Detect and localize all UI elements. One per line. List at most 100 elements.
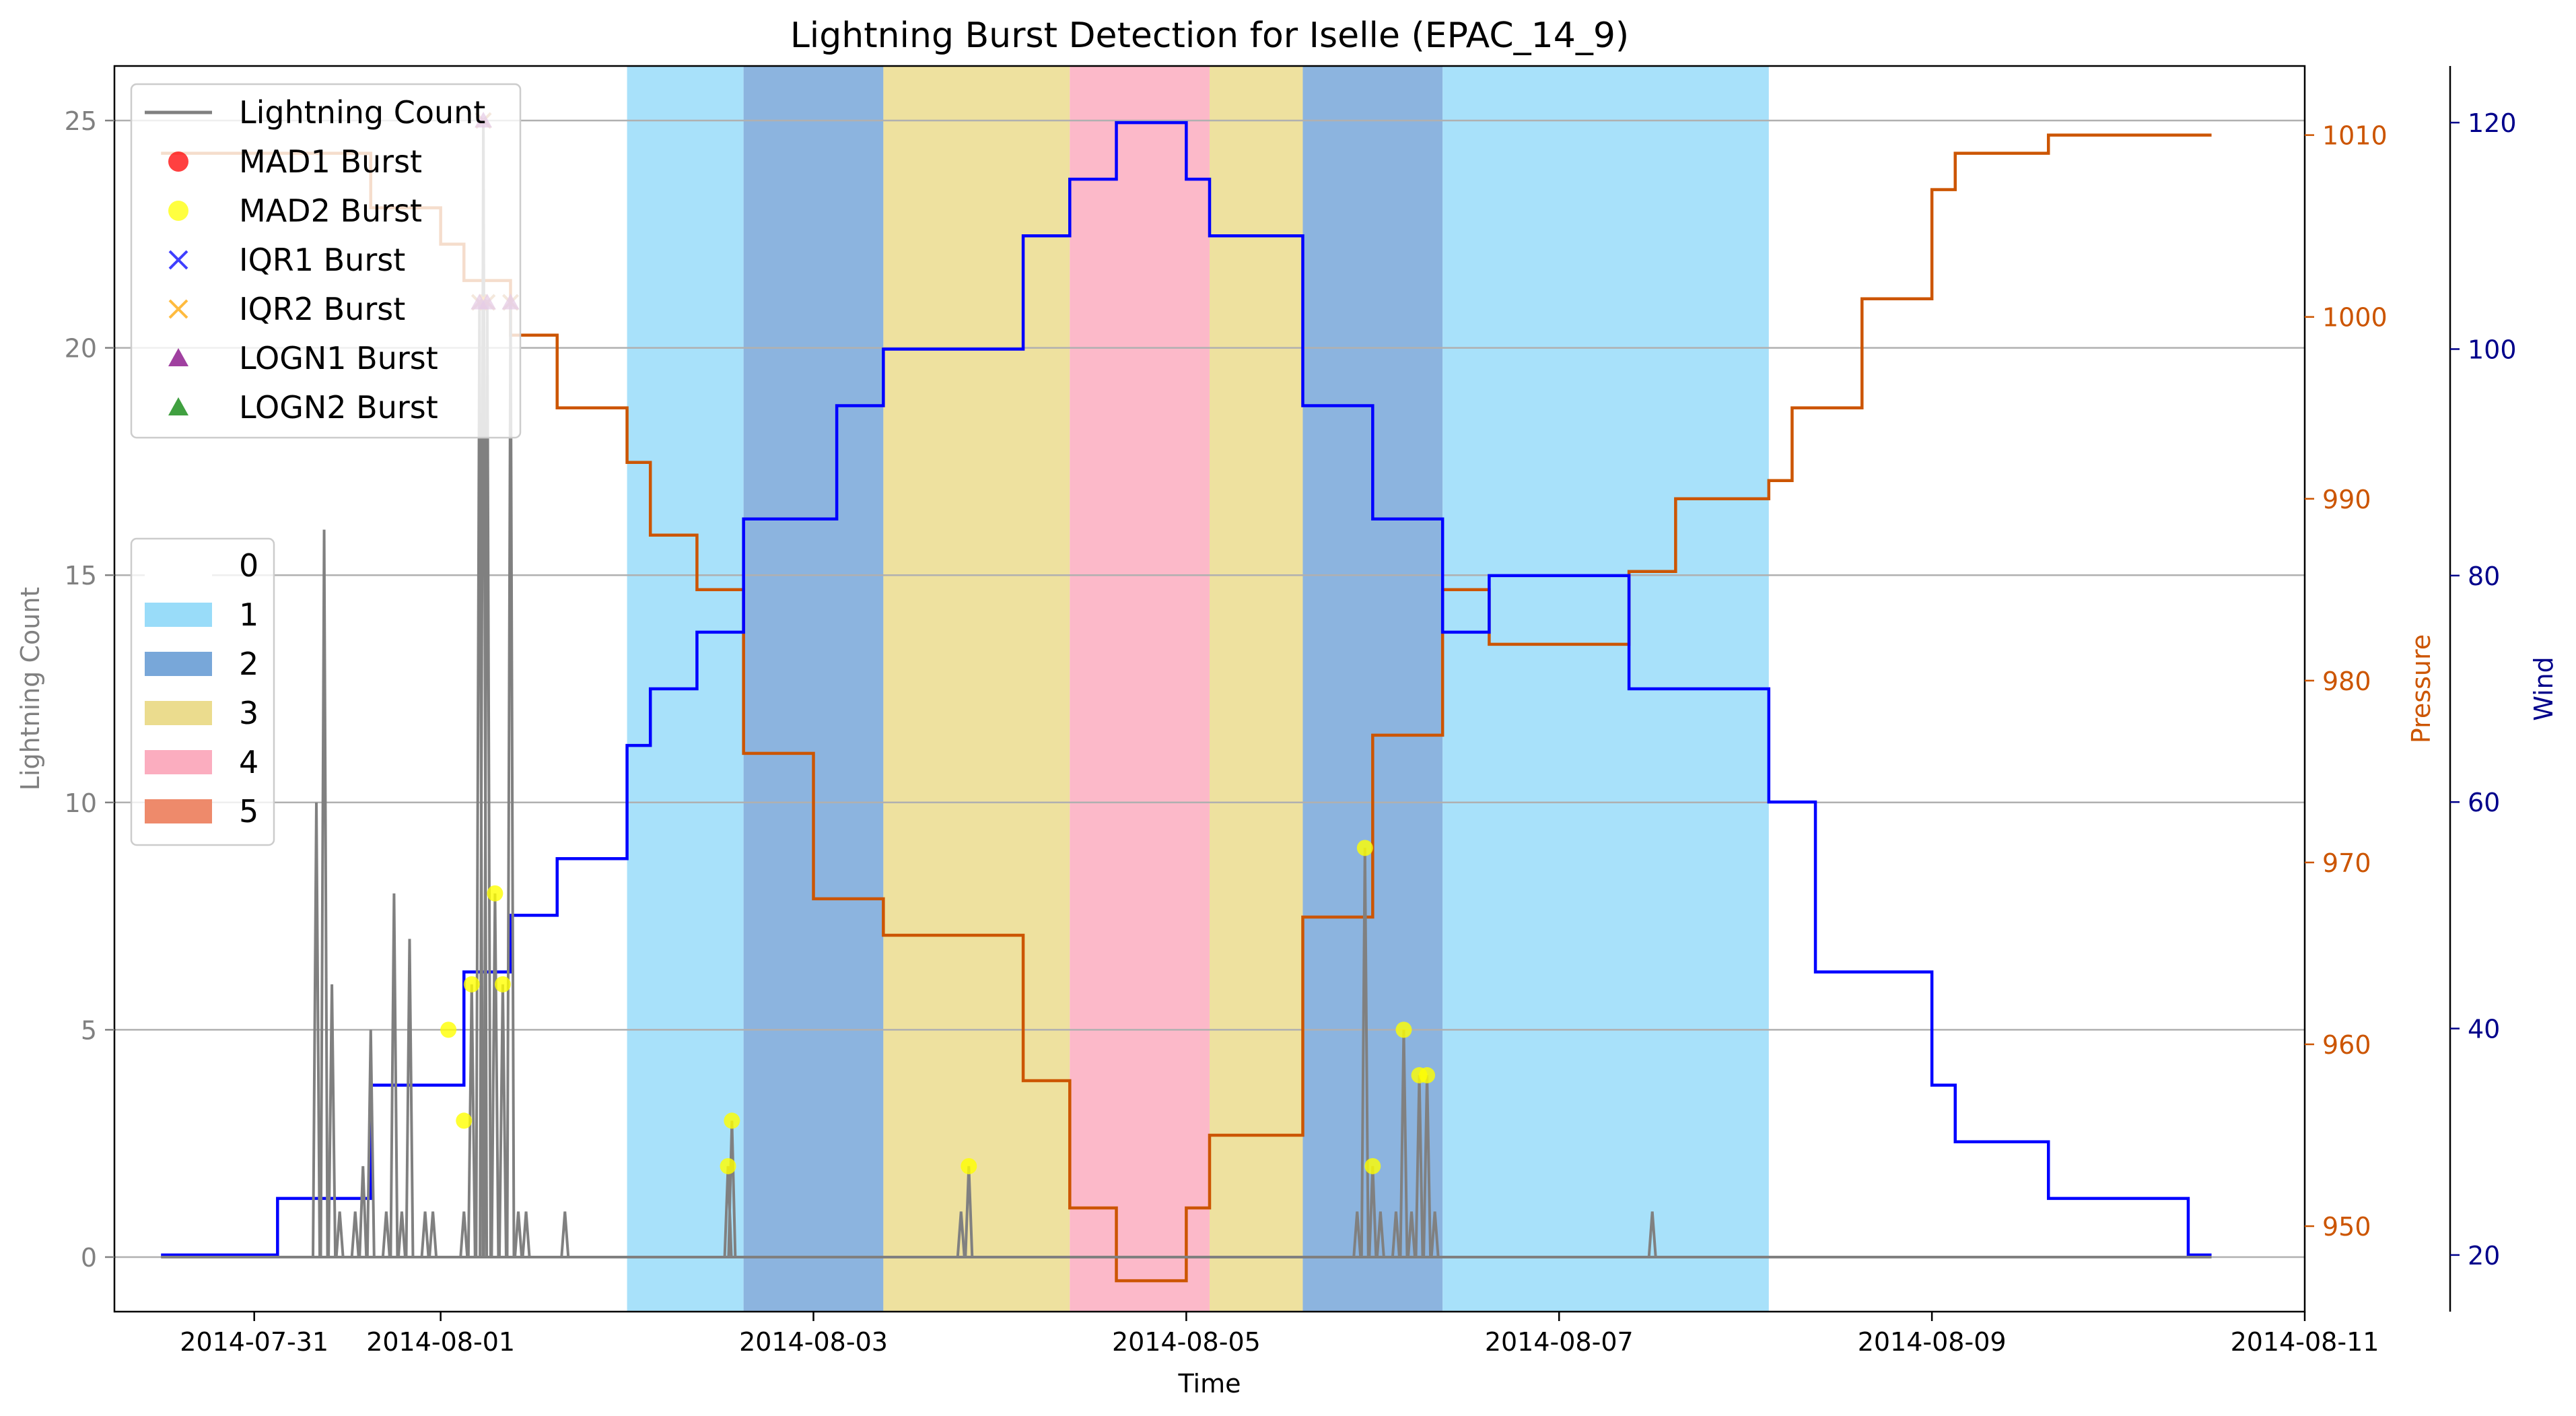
pressure-tick-label-950: 950	[2322, 1212, 2371, 1242]
left-axis-label: Lightning Count	[15, 587, 45, 791]
pressure-tick-label-960: 960	[2322, 1030, 2371, 1060]
category-4-label: 4	[239, 744, 258, 780]
iqr1-burst-legend-label: IQR1 Burst	[239, 242, 405, 278]
lightning-spike-23	[560, 1211, 570, 1258]
lightning-spike-10	[405, 939, 415, 1258]
lightning-spike-11	[420, 1211, 430, 1258]
category-2-label: 2	[239, 646, 258, 682]
pressure-line	[161, 133, 2212, 1283]
pressure-tick-label-1000: 1000	[2322, 303, 2388, 333]
wind-series	[161, 121, 2212, 1257]
pressure-tick-label-1010: 1010	[2322, 121, 2388, 151]
category-0-label: 0	[239, 547, 258, 584]
category-band-4-3	[1070, 66, 1210, 1312]
lightning-spike-1	[319, 529, 329, 1257]
lightning-spike-3	[335, 1211, 345, 1258]
mad2-burst-marker-6	[724, 1112, 740, 1129]
iqr1-burst-legend-marker	[168, 250, 188, 270]
wind-tick-label-80: 80	[2468, 562, 2500, 591]
lightning-spike-7	[381, 1211, 391, 1258]
category-band-2-1	[743, 66, 884, 1312]
lightning-spike-0	[312, 802, 322, 1257]
lightning-spike-32	[1391, 1211, 1401, 1258]
mad2-burst-marker-7	[961, 1157, 977, 1174]
category-5-swatch	[145, 799, 212, 823]
lightning-spike-31	[1375, 1211, 1385, 1258]
left-tick-label-15: 15	[65, 561, 97, 591]
logn1-burst-legend-marker	[168, 348, 188, 366]
lightning-spike-38	[1647, 1211, 1657, 1258]
mad2-burst-marker-0	[440, 1021, 457, 1038]
category-1-swatch	[145, 603, 212, 627]
lightning-spike-5	[358, 1166, 368, 1258]
lightning-spike-2	[327, 984, 337, 1258]
left-tick-label-0: 0	[81, 1243, 97, 1273]
lightning-spike-28	[1352, 1211, 1362, 1258]
mad1-burst-legend-marker	[168, 151, 188, 172]
category-3-swatch	[145, 701, 212, 725]
lightning-spike-26	[956, 1211, 966, 1258]
mad2-burst-marker-4	[494, 976, 511, 992]
mad2-burst-marker-3	[487, 885, 503, 902]
left-tick-label-20: 20	[65, 334, 97, 364]
lightning-spike-22	[521, 1211, 531, 1258]
category-0-swatch	[145, 553, 212, 578]
logn2-burst-legend-label: LOGN2 Burst	[239, 389, 438, 426]
category-band-3-4	[1210, 66, 1303, 1312]
logn1-burst-legend-label: LOGN1 Burst	[239, 340, 438, 376]
category-4-swatch	[145, 750, 212, 774]
lightning-spike-34	[1407, 1211, 1417, 1258]
mad2-burst-marker-10	[1395, 1021, 1412, 1038]
wind-tick-label-60: 60	[2468, 788, 2500, 817]
lightning-spike-37	[1430, 1211, 1440, 1258]
logn2-burst-legend-marker	[168, 397, 188, 415]
category-bands	[627, 66, 1769, 1312]
category-1-label: 1	[239, 597, 258, 633]
legend-box	[130, 83, 522, 439]
wind-tick-label-100: 100	[2468, 335, 2517, 364]
pressure-tick-label-990: 990	[2322, 485, 2371, 514]
category-band-2-5	[1302, 66, 1443, 1312]
left-tick-label-5: 5	[81, 1015, 97, 1045]
mad2-burst-legend-marker	[168, 201, 188, 221]
x-axis-label: Time	[1178, 1369, 1241, 1398]
mad2-burst-marker-1	[456, 1112, 473, 1129]
mad2-burst-marker-5	[720, 1157, 736, 1174]
x-tick-label-2014-07-31: 2014-07-31	[180, 1327, 328, 1357]
wind-line	[161, 121, 2212, 1257]
iqr2-burst-legend-label: IQR2 Burst	[239, 291, 405, 327]
category-5-label: 5	[239, 793, 258, 830]
wind-axis-label: Wind	[2529, 656, 2558, 721]
lightning-spike-4	[350, 1211, 360, 1258]
lightning-spike-8	[389, 893, 399, 1257]
mad2-burst-legend-label: MAD2 Burst	[239, 193, 422, 229]
pressure-tick-label-980: 980	[2322, 667, 2371, 696]
wind-tick-label-40: 40	[2468, 1015, 2500, 1044]
lightning-spike-21	[514, 1211, 524, 1258]
mad2-burst-marker-12	[1419, 1067, 1436, 1083]
x-tick-label-2014-08-01: 2014-08-01	[366, 1327, 515, 1357]
x-tick-label-2014-08-05: 2014-08-05	[1112, 1327, 1261, 1357]
chart-title: Lightning Burst Detection for Iselle (EP…	[790, 15, 1629, 56]
lightning-spike-6	[365, 1030, 376, 1258]
lightning-spike-9	[396, 1211, 407, 1258]
category-band-3-2	[883, 66, 1070, 1312]
x-tick-label-2014-08-11: 2014-08-11	[2231, 1327, 2379, 1357]
mad2-burst-marker-2	[463, 976, 480, 992]
pressure-series	[161, 133, 2212, 1283]
lightning-spike-12	[428, 1211, 438, 1258]
plot-frame	[113, 65, 2306, 1313]
lightning-count-legend-label: Lightning Count	[239, 94, 485, 131]
pressure-axis-label: Pressure	[2406, 634, 2436, 743]
lightning-spike-13	[459, 1211, 469, 1258]
category-legend: 0 1 2 3 4 5	[130, 537, 275, 846]
left-tick-label-25: 25	[65, 106, 97, 136]
left-tick-label-10: 10	[65, 788, 97, 818]
legend: Lightning Count MAD1 Burst MAD2 Burst IQR1 …	[130, 83, 522, 439]
wind-tick-label-120: 120	[2468, 108, 2517, 138]
wind-tick-label-20: 20	[2468, 1241, 2500, 1271]
x-tick-label-2014-08-07: 2014-08-07	[1485, 1327, 1634, 1357]
iqr2-burst-legend-marker	[168, 299, 188, 319]
